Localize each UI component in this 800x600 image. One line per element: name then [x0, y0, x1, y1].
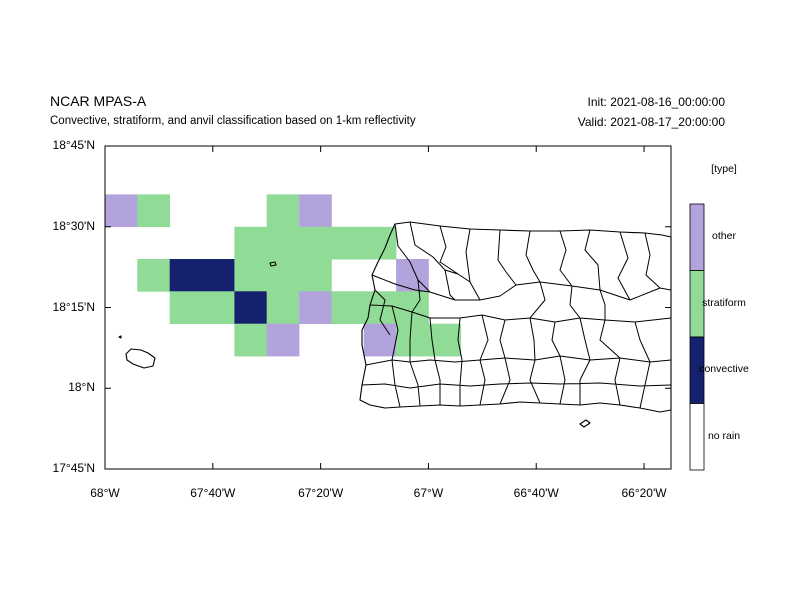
cell-stratiform: [137, 194, 170, 228]
valid-time: Valid: 2021-08-17_20:00:00: [577, 115, 725, 129]
legend-title: [type]: [711, 163, 737, 175]
lon-tick-label: 68°W: [90, 486, 120, 500]
cell-stratiform: [396, 291, 429, 324]
cell-stratiform: [234, 226, 268, 260]
lat-tick-label: 18°30'N: [52, 218, 95, 233]
lon-tick-label: 66°40'W: [513, 486, 559, 500]
municipal-borders: [361, 221, 672, 409]
cell-other: [396, 259, 429, 292]
map-title: NCAR MPAS-A: [50, 93, 147, 109]
cell-stratiform: [137, 259, 170, 292]
lon-tick-label: 67°20'W: [298, 486, 344, 500]
cell-other: [266, 323, 300, 357]
desecheo-island: [269, 261, 277, 267]
cell-stratiform: [266, 291, 300, 324]
legend-label: stratiform: [702, 296, 746, 309]
legend-swatch-no-rain: [689, 403, 705, 471]
cell-stratiform: [299, 259, 332, 292]
lat-tick-label: 17°45'N: [52, 461, 95, 475]
axis-ticks: [104, 145, 671, 470]
legend-label: no rain: [707, 429, 741, 442]
legend-label: convective: [699, 363, 749, 376]
cell-stratiform: [234, 259, 268, 292]
map-subtitle: Convective, stratiform, and anvil classi…: [50, 115, 416, 127]
cell-stratiform: [169, 291, 203, 324]
cell-other: [299, 194, 332, 228]
lon-tick-label: 66°20'W: [621, 486, 667, 500]
cell-stratiform: [331, 291, 365, 324]
legend: [689, 203, 705, 471]
cell-stratiform: [331, 226, 365, 260]
lon-tick-label: 67°40'W: [190, 486, 236, 500]
lat-tick-label: 18°15'N: [52, 299, 95, 314]
lat-tick-label: 18°45'N: [52, 138, 95, 152]
coastline-and-municipal-borders: [118, 221, 672, 428]
monito-island: [118, 335, 122, 339]
mona-island: [125, 348, 156, 369]
cell-stratiform: [396, 323, 429, 357]
cell-other: [105, 194, 138, 228]
cell-stratiform: [266, 259, 300, 292]
cell-stratiform: [234, 323, 268, 357]
lat-tick-label: 18°N: [68, 380, 95, 395]
cell-convective: [234, 291, 268, 324]
cell-stratiform: [299, 226, 332, 260]
legend-label: other: [712, 230, 736, 243]
lon-tick-label: 67°W: [413, 486, 444, 500]
caja-de-muertos-island: [579, 419, 591, 428]
cell-stratiform: [266, 226, 300, 260]
cell-stratiform: [266, 194, 300, 228]
puerto-rico-coastline: [359, 221, 672, 413]
cell-convective: [202, 259, 235, 292]
cell-convective: [169, 259, 203, 292]
cell-stratiform: [202, 291, 235, 324]
init-time: Init: 2021-08-16_00:00:00: [587, 95, 725, 109]
cell-other: [363, 323, 397, 357]
classification-cells: [105, 194, 462, 357]
cell-other: [299, 291, 332, 324]
